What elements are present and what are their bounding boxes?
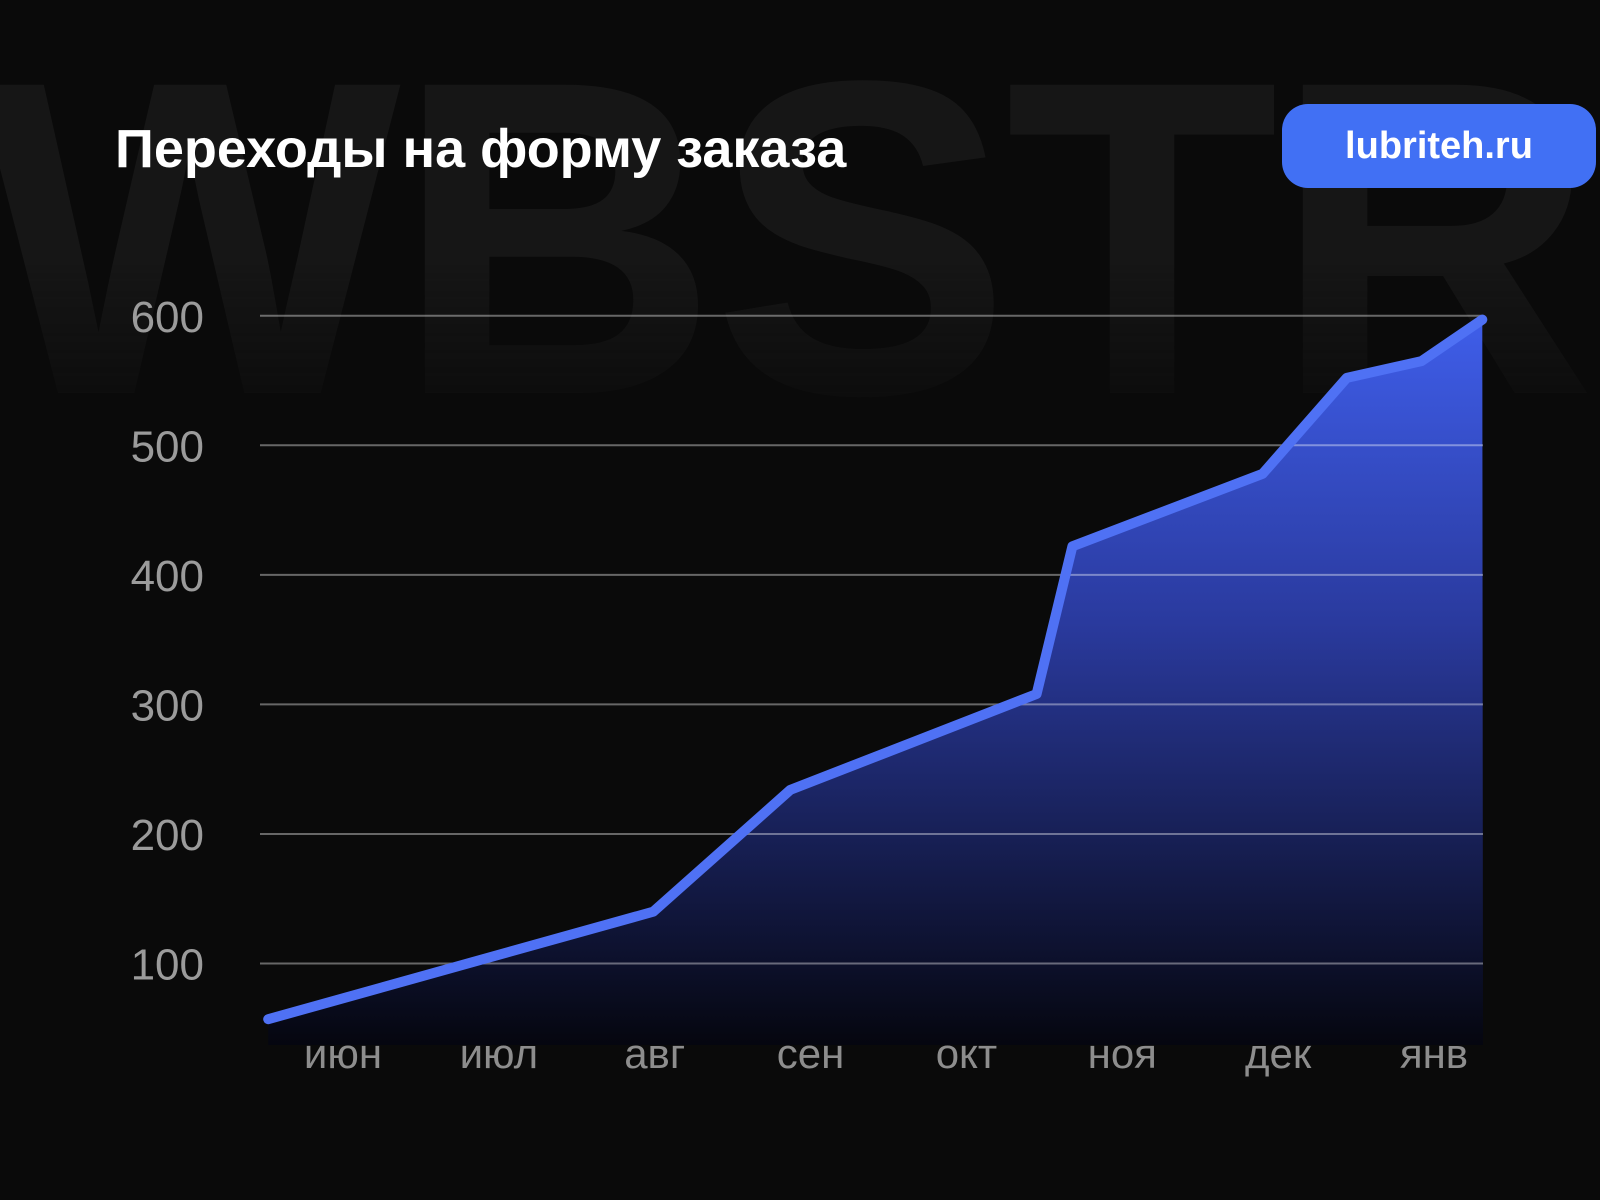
x-tick-label-ноя: ноя	[1088, 1030, 1157, 1077]
x-tick-label-сен: сен	[777, 1030, 845, 1077]
y-tick-label-300: 300	[131, 681, 204, 730]
x-axis-labels: июн июл авг сен окт ноя дек янв	[304, 1030, 1468, 1077]
y-tick-label-200: 200	[131, 811, 204, 860]
x-tick-label-янв: янв	[1400, 1030, 1468, 1077]
x-tick-label-июн: июн	[304, 1030, 382, 1077]
area-fill	[268, 319, 1484, 1046]
site-url-label: lubriteh.ru	[1345, 124, 1533, 167]
y-axis-labels: 100 200 300 400 500 600	[131, 293, 204, 990]
trend-line-path	[263, 314, 1488, 1025]
x-tick-label-окт: окт	[936, 1030, 997, 1077]
x-tick-label-авг: авг	[624, 1030, 685, 1077]
area-fill-shape	[268, 319, 1484, 1046]
site-url-badge[interactable]: lubriteh.ru	[1282, 104, 1596, 188]
background-watermark-text: WBSTR	[0, 0, 1596, 488]
y-tick-label-100: 100	[131, 941, 204, 990]
y-tick-label-400: 400	[131, 552, 204, 601]
x-tick-label-дек: дек	[1245, 1030, 1312, 1077]
y-tick-label-500: 500	[131, 422, 204, 471]
x-tick-label-июл: июл	[460, 1030, 539, 1077]
page-title: Переходы на форму заказа	[115, 119, 847, 179]
trend-line	[263, 314, 1488, 1025]
y-tick-label-600: 600	[131, 293, 204, 342]
